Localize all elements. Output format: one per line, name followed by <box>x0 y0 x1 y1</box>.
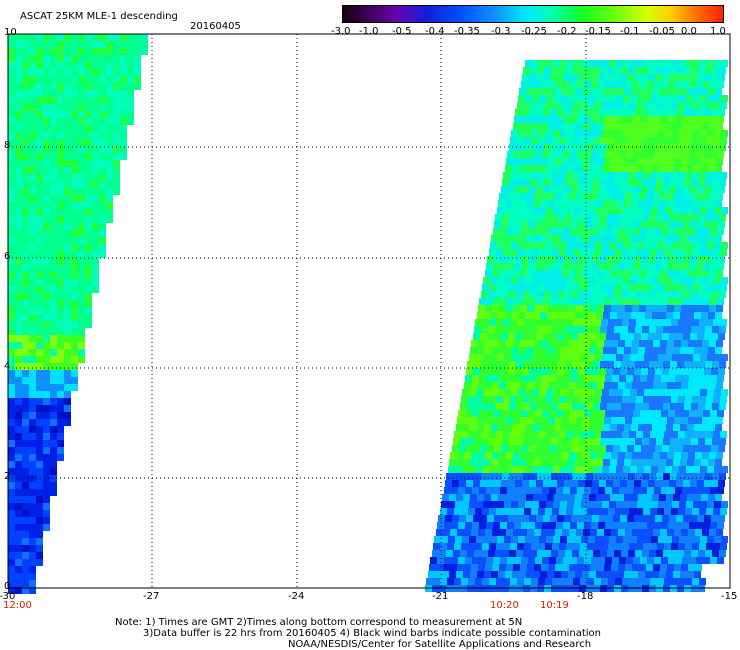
x-tick-label: -15 <box>721 591 738 602</box>
colorbar <box>342 5 724 23</box>
colorbar-label: -0.4 <box>425 26 445 37</box>
colorbar-label: -0.1 <box>620 26 640 37</box>
map-frame <box>7 33 731 589</box>
x-tick-label: -30 <box>0 591 16 602</box>
x-tick-label: -21 <box>432 591 449 602</box>
product-title: ASCAT 25KM MLE-1 descending <box>20 11 178 22</box>
x-tick-label: -18 <box>577 591 594 602</box>
colorbar-label: 1.0 <box>710 26 726 37</box>
colorbar-label: -0.15 <box>585 26 611 37</box>
note-line-3: NOAA/NESDIS/Center for Satellite Applica… <box>288 639 592 650</box>
colorbar-label: -0.3 <box>491 26 511 37</box>
colorbar-label: -1.0 <box>359 26 379 37</box>
colorbar-label: -0.2 <box>557 26 577 37</box>
colorbar-label: -0.5 <box>392 26 412 37</box>
y-tick-label: 8 <box>4 140 11 151</box>
y-tick-label: 0 <box>4 581 11 592</box>
colorbar-label: -0.25 <box>521 26 547 37</box>
note-line-1: Note: 1) Times are GMT 2)Times along bot… <box>115 617 523 628</box>
grid-lines <box>8 34 730 588</box>
product-date: 20160405 <box>190 21 241 32</box>
y-tick-label: 4 <box>4 361 11 372</box>
y-tick-label: 2 <box>4 471 11 482</box>
y-tick-label: 6 <box>4 251 11 262</box>
colorbar-label: -0.05 <box>649 26 675 37</box>
time-label: 10:19 <box>540 600 569 611</box>
time-label: 12:00 <box>3 600 32 611</box>
colorbar-label: -0.35 <box>454 26 480 37</box>
y-tick-label: 10 <box>4 27 17 38</box>
note-line-2: 3)Data buffer is 22 hrs from 20160405 4)… <box>143 628 601 639</box>
colorbar-label: 0.0 <box>681 26 697 37</box>
colorbar-label: -3.0 <box>331 26 351 37</box>
swath-cells <box>8 34 728 594</box>
time-label: 10:20 <box>490 600 519 611</box>
x-tick-label: -27 <box>143 591 160 602</box>
x-tick-label: -24 <box>288 591 305 602</box>
